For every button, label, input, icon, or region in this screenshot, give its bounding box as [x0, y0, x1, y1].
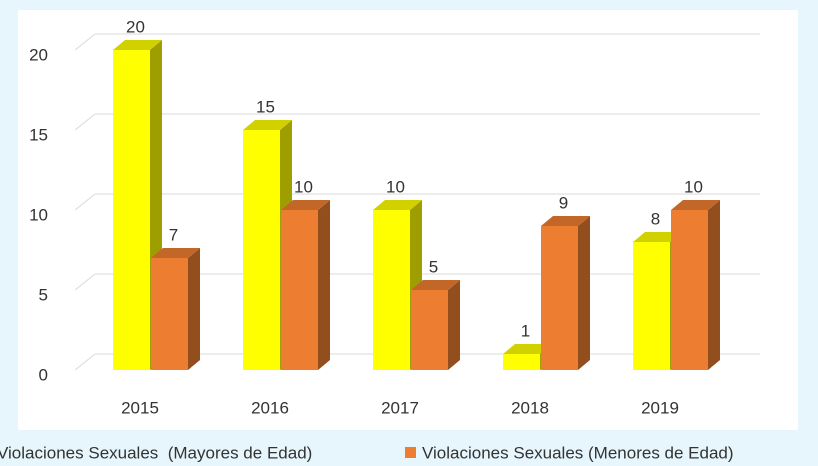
- bar-side: [188, 248, 200, 370]
- grid-line-side: [74, 273, 96, 291]
- value-label: 10: [684, 177, 703, 196]
- y-tick-label: 10: [29, 205, 48, 224]
- bar-side: [448, 280, 460, 370]
- grid-line-side: [74, 353, 96, 371]
- bar-top: [113, 40, 162, 50]
- y-tick-label: 5: [39, 285, 48, 304]
- bar-top: [411, 280, 460, 290]
- bar: [243, 130, 280, 370]
- x-tick-label: 2018: [511, 398, 549, 417]
- legend-label: Violaciones Sexuales (Mayores de Edad): [0, 443, 312, 462]
- bar-top: [633, 232, 682, 242]
- value-label: 5: [429, 257, 438, 276]
- y-tick-label: 20: [29, 45, 48, 64]
- bar-top: [281, 200, 330, 210]
- bar-top: [151, 248, 200, 258]
- bar-side: [318, 200, 330, 370]
- x-tick-label: 2019: [641, 398, 679, 417]
- grid-line-side: [74, 33, 96, 51]
- legend-label: Violaciones Sexuales (Menores de Edad): [422, 443, 734, 462]
- bar: [411, 290, 448, 370]
- bar-side: [578, 216, 590, 370]
- grid-line-side: [74, 193, 96, 211]
- y-tick-label: 0: [39, 365, 48, 384]
- x-tick-label: 2017: [381, 398, 419, 417]
- legend-swatch: [405, 447, 416, 458]
- bar-top: [373, 200, 422, 210]
- grid-line-side: [74, 113, 96, 131]
- value-label: 7: [169, 225, 178, 244]
- bar: [151, 258, 188, 370]
- value-label: 1: [521, 321, 530, 340]
- value-label: 10: [294, 177, 313, 196]
- bar-top: [243, 120, 292, 130]
- bar-side: [708, 200, 720, 370]
- bar: [633, 242, 670, 370]
- bar-top: [671, 200, 720, 210]
- value-label: 10: [386, 177, 405, 196]
- bar: [671, 210, 708, 370]
- bar: [373, 210, 410, 370]
- bar: [503, 354, 540, 370]
- bar: [281, 210, 318, 370]
- bar-top: [503, 344, 552, 354]
- value-label: 9: [559, 193, 568, 212]
- x-tick-label: 2016: [251, 398, 289, 417]
- value-label: 20: [126, 17, 145, 36]
- value-label: 15: [256, 97, 275, 116]
- bar-top: [541, 216, 590, 226]
- value-label: 8: [651, 209, 660, 228]
- bar: [113, 50, 150, 370]
- bar: [541, 226, 578, 370]
- x-tick-label: 2015: [121, 398, 159, 417]
- y-tick-label: 15: [29, 125, 48, 144]
